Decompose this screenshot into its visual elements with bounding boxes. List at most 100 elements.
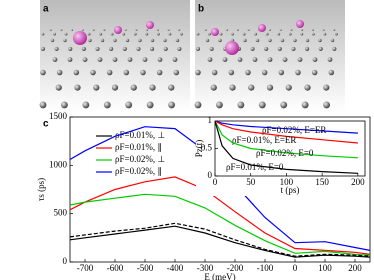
carbon-atom	[311, 69, 318, 76]
carbon-atom	[125, 101, 133, 109]
carbon-atom	[90, 69, 96, 76]
series-line	[214, 120, 358, 134]
x-tick-label: 200	[348, 263, 362, 273]
adatom	[296, 20, 304, 28]
carbon-atom	[178, 29, 181, 31]
carbon-atom	[146, 101, 154, 109]
carbon-atom	[237, 57, 243, 62]
carbon-atom	[71, 29, 74, 31]
legend-label: ρF=0.02%, ⊥	[115, 154, 165, 164]
carbon-atom	[268, 38, 272, 43]
carbon-atom	[93, 84, 100, 91]
x-tick-label: -100	[257, 263, 274, 273]
carbon-atom	[63, 38, 67, 43]
carbon-atom	[41, 32, 45, 36]
carbon-atom	[304, 84, 311, 91]
y-tick-label: 0	[63, 256, 68, 266]
carbon-atom	[255, 38, 260, 43]
y-tick-label: 500	[54, 208, 68, 218]
carbon-atom	[112, 57, 118, 62]
x-tick-label: -300	[197, 263, 214, 273]
carbon-atom	[156, 69, 163, 76]
carbon-atom	[123, 69, 130, 76]
carbon-atom	[261, 69, 268, 76]
carbon-atom	[243, 38, 247, 43]
y-tick-label: 0.5	[201, 143, 213, 153]
carbon-atom	[269, 29, 271, 31]
carbon-atom	[124, 29, 127, 31]
carbon-atom	[318, 46, 323, 51]
carbon-atom	[207, 57, 213, 62]
carbon-atom	[82, 57, 88, 62]
carbon-atom	[175, 38, 180, 43]
carbon-atom	[312, 32, 315, 36]
series-line	[69, 193, 371, 256]
carbon-atom	[247, 29, 250, 31]
carbon-atom	[127, 57, 133, 62]
carbon-atom	[293, 38, 297, 43]
adatom	[114, 26, 122, 34]
carbon-atom	[332, 46, 337, 51]
carbon-atom	[311, 29, 314, 31]
carbon-atom	[168, 32, 172, 36]
carbon-atom	[335, 32, 338, 36]
series-line	[69, 225, 371, 258]
x-tick-label: -700	[77, 263, 94, 273]
panel-a-image	[40, 0, 190, 112]
carbon-atom	[291, 46, 296, 51]
carbon-atom	[242, 32, 246, 36]
carbon-atom	[208, 32, 211, 36]
carbon-atom	[40, 69, 46, 76]
carbon-atom	[111, 84, 119, 91]
x-axis-label: t (ps)	[281, 185, 300, 195]
y-tick-label: 0	[208, 170, 213, 180]
series-line	[69, 222, 371, 257]
carbon-atom	[177, 46, 182, 51]
carbon-atom	[82, 101, 90, 109]
carbon-atom	[196, 32, 200, 36]
x-tick-label: -200	[227, 263, 244, 273]
carbon-atom	[180, 32, 183, 36]
x-tick-label: 100	[280, 177, 294, 187]
carbon-atom	[73, 69, 80, 76]
carbon-atom	[290, 29, 293, 31]
carbon-atom	[322, 29, 325, 31]
carbon-atom	[125, 38, 130, 43]
carbon-atom	[218, 38, 222, 43]
carbon-atom	[229, 84, 236, 91]
x-axis-label: E (meV)	[204, 272, 235, 280]
carbon-atom	[113, 38, 117, 43]
carbon-atom	[138, 38, 142, 43]
y-tick-label: 1500	[49, 111, 68, 121]
series-annotation: ρF=0.02%, E=0	[256, 148, 314, 158]
carbon-atom	[157, 32, 160, 36]
carbon-atom	[146, 29, 149, 31]
carbon-atom	[95, 46, 100, 51]
carbon-atom	[209, 46, 214, 51]
carbon-atom	[266, 84, 274, 91]
carbon-atom	[135, 29, 138, 31]
carbon-atom	[328, 69, 335, 76]
carbon-atom	[323, 84, 330, 91]
carbon-atom	[301, 101, 309, 109]
x-tick-label: 50	[246, 177, 256, 187]
carbon-atom	[305, 46, 310, 51]
carbon-atom	[172, 57, 178, 62]
carbon-atom	[97, 57, 103, 62]
carbon-atom	[333, 29, 336, 31]
carbon-atom	[150, 46, 155, 51]
carbon-atom	[278, 69, 285, 76]
carbon-atom	[219, 32, 223, 36]
carbon-atom	[149, 84, 156, 91]
carbon-atom	[323, 101, 331, 109]
carbon-atom	[248, 84, 255, 91]
carbon-atom	[254, 32, 258, 36]
carbon-atom	[222, 57, 228, 62]
carbon-atom	[56, 69, 63, 76]
carbon-atom	[300, 32, 304, 36]
carbon-atom	[167, 29, 170, 31]
carbon-atom	[258, 101, 266, 109]
series-line	[69, 176, 371, 255]
x-tick-label: 200	[351, 177, 365, 187]
carbon-atom	[205, 38, 210, 43]
